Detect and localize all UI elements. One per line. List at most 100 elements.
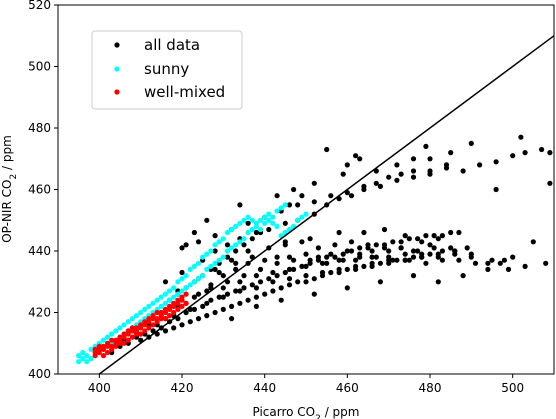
point-series-0 [286,282,293,288]
point-series-0 [468,140,474,146]
point-series-0 [497,260,503,266]
point-series-1 [76,359,82,365]
point-series-0 [179,322,185,328]
point-series-0 [435,236,441,242]
point-series-0 [431,245,437,251]
point-series-1 [171,294,177,300]
point-series-1 [274,223,280,229]
point-series-0 [220,273,226,279]
point-series-0 [398,171,404,177]
point-series-0 [448,245,454,251]
point-series-0 [427,242,433,248]
point-series-0 [299,263,305,269]
point-series-0 [377,279,383,285]
point-series-0 [402,233,408,239]
point-series-0 [373,254,379,260]
point-series-0 [410,248,417,254]
point-series-0 [270,288,276,294]
point-series-0 [286,202,293,208]
point-series-2 [179,294,185,300]
point-series-0 [324,260,330,266]
point-series-2 [96,346,102,352]
point-series-0 [241,273,247,279]
point-series-2 [183,300,189,306]
point-series-0 [423,260,429,266]
point-series-1 [183,273,189,279]
point-series-1 [208,248,214,254]
point-series-1 [274,208,280,214]
point-series-0 [212,248,218,254]
point-series-0 [319,273,326,279]
point-series-2 [146,316,152,322]
point-series-0 [456,257,462,263]
point-series-2 [109,346,115,352]
x-tick-label: 420 [171,381,194,395]
legend-marker-well-mixed [114,89,120,95]
point-series-0 [468,254,474,260]
point-series-0 [204,217,210,223]
point-series-0 [336,257,342,263]
point-series-0 [311,291,317,297]
point-series-0 [493,186,499,193]
point-series-0 [423,233,429,239]
point-series-0 [543,260,549,266]
point-series-2 [167,303,173,309]
point-series-0 [270,279,276,285]
point-series-0 [410,273,417,279]
point-series-1 [88,346,94,352]
point-series-0 [262,257,268,263]
point-series-0 [249,282,255,288]
point-series-0 [410,254,417,260]
point-series-2 [146,325,152,331]
point-series-1 [195,260,202,266]
x-tick-label: 480 [419,381,442,395]
point-series-2 [121,340,127,346]
point-series-2 [133,325,140,331]
point-series-0 [245,220,251,226]
point-series-0 [394,257,400,263]
point-series-0 [162,279,169,285]
point-series-2 [175,306,181,312]
point-series-0 [522,150,528,156]
point-series-2 [150,313,156,319]
point-series-1 [133,313,140,319]
point-series-0 [311,199,317,205]
point-series-0 [274,260,280,266]
point-series-0 [439,233,445,239]
point-series-0 [547,150,553,156]
point-series-0 [303,279,309,285]
point-series-0 [348,248,355,254]
point-series-0 [224,254,231,260]
point-series-0 [386,174,392,180]
point-series-0 [344,162,350,168]
point-series-0 [291,266,297,272]
point-series-0 [522,263,528,269]
point-series-1 [76,353,82,359]
point-series-0 [390,239,396,245]
point-series-1 [257,226,264,233]
point-series-0 [353,257,359,263]
point-series-1 [208,263,214,269]
point-series-0 [510,254,516,260]
point-series-0 [439,248,445,254]
point-series-0 [195,239,202,245]
point-series-1 [88,356,94,362]
point-series-0 [266,226,272,233]
point-series-0 [415,248,421,254]
point-series-0 [303,251,309,257]
point-series-0 [386,248,392,254]
point-series-0 [406,236,412,242]
point-series-0 [518,134,524,140]
point-series-1 [278,205,284,211]
point-series-0 [291,257,297,263]
point-series-0 [460,273,466,279]
point-series-0 [336,229,342,236]
point-series-0 [171,325,177,331]
point-series-0 [257,266,264,272]
point-series-1 [299,214,305,220]
point-series-0 [394,177,400,183]
point-series-0 [419,254,425,260]
point-series-2 [158,309,164,316]
point-series-1 [117,325,123,331]
point-series-0 [324,146,330,153]
